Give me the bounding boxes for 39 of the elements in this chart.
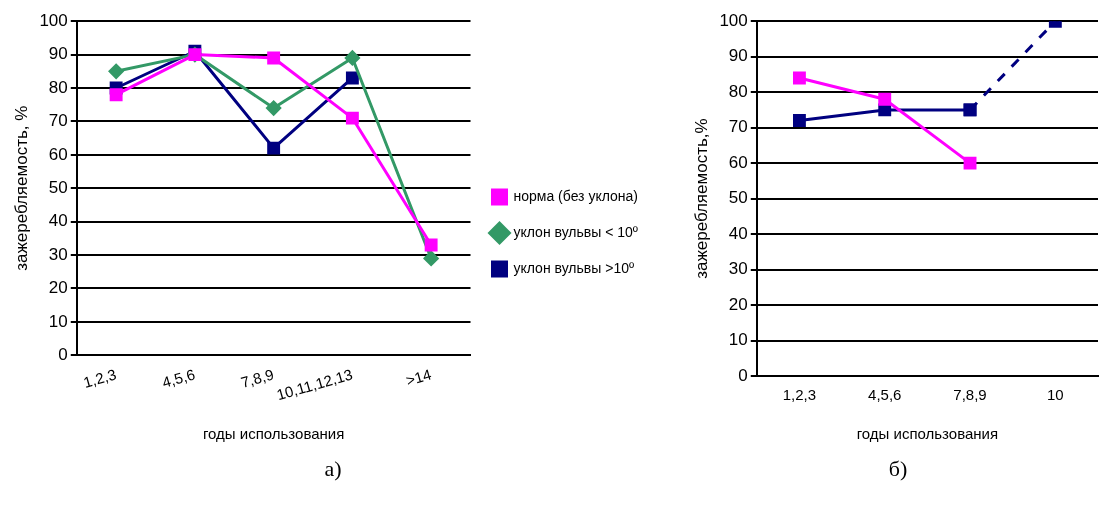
y-tick-label: 70 [728,117,748,137]
y-tick-label: 80 [728,81,748,101]
y-tick-label: 30 [728,259,748,279]
y-tick-label: 80 [48,77,68,97]
y-tick-label: 50 [48,177,68,197]
text: а) [323,456,343,482]
legend-label: уклон вульвы < 10º [513,223,638,240]
y-tick-label: 60 [48,144,68,164]
x-tick-label: 1,2,3 [782,386,817,404]
x-tick-label: 4,5,6 [160,365,197,391]
legend-label: норма (без уклона) [513,187,639,204]
y-tick-label: 30 [48,244,68,264]
y-axis-title: зажеребляемость,% [691,118,711,279]
y-tick-label: 20 [48,278,68,298]
y-tick-label: 50 [728,188,748,208]
x-tick-label: 1,2,3 [81,365,119,391]
y-tick-label: 20 [728,294,748,314]
x-tick-label: 7,8,9 [238,365,276,391]
y-tick-label: 70 [48,111,68,131]
y-tick-label: 90 [48,44,68,64]
x-tick-label: >14 [403,365,434,389]
x-tick-label: 7,8,9 [953,386,987,404]
x-axis-title: годы использования [856,425,999,443]
y-tick-label: 100 [39,10,68,30]
y-tick-label: 60 [728,152,748,172]
y-tick-label: 10 [48,311,68,331]
x-tick-label: 10 [1047,386,1064,404]
x-axis-title: годы использования [202,425,345,443]
y-tick-label: 10 [728,330,748,350]
legend-label: уклон вульвы >10º [513,259,635,276]
y-axis-title: зажеребляемость, % [11,105,31,271]
y-tick-label: 40 [48,211,68,231]
x-tick-label: 4,5,6 [868,386,902,404]
y-tick-label: 0 [58,344,68,364]
text: б) [887,456,909,482]
y-tick-label: 100 [719,10,748,30]
y-tick-label: 40 [728,223,748,243]
y-tick-label: 0 [738,365,748,385]
y-tick-label: 90 [728,46,748,66]
